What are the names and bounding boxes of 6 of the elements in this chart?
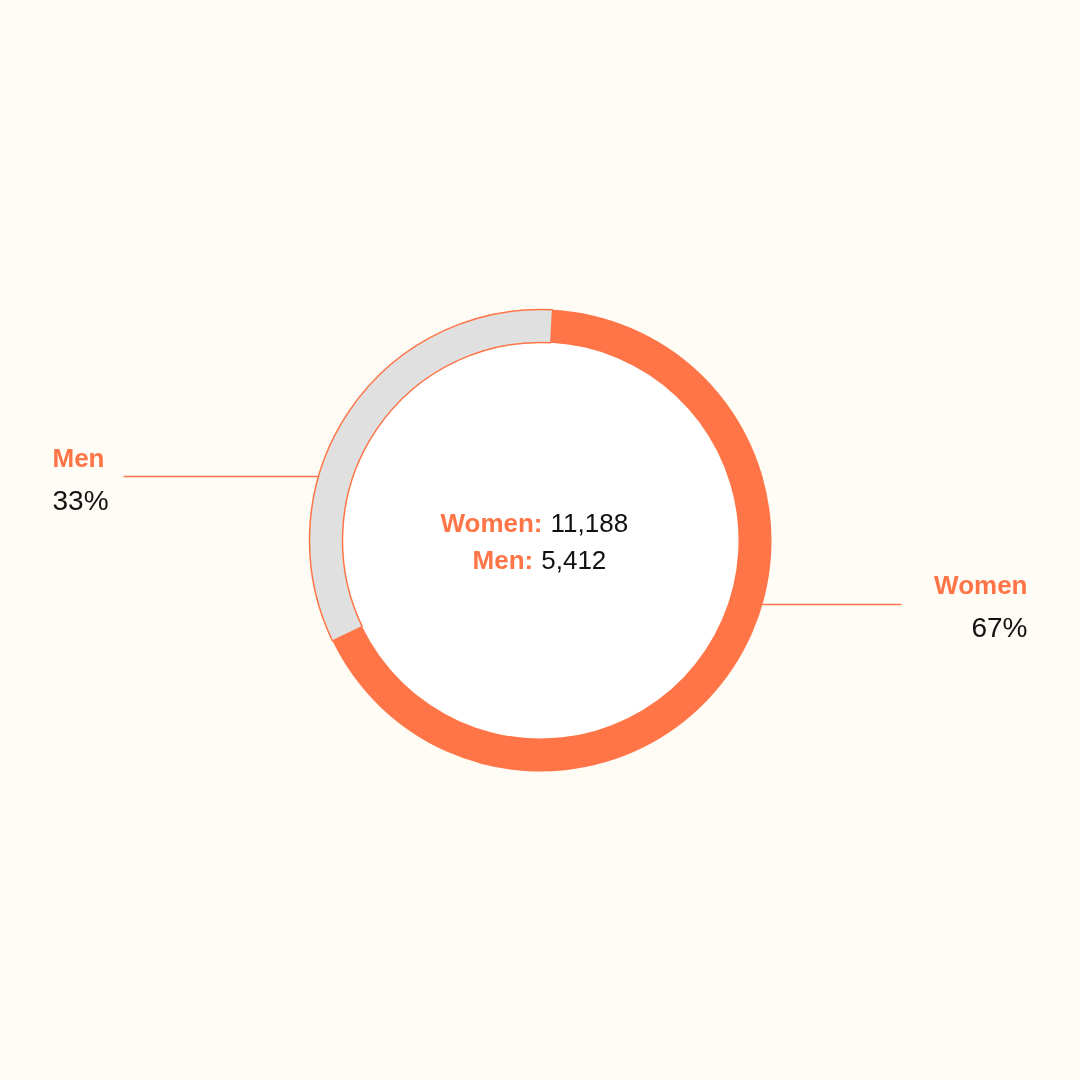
text: Men: 5,412 bbox=[472, 544, 607, 575]
text: Women: 11,188 bbox=[440, 507, 629, 538]
slice-label: Women bbox=[934, 570, 1028, 601]
data-label: 67% bbox=[971, 612, 1028, 644]
data-label: 33% bbox=[52, 484, 109, 516]
slice-label: Men bbox=[52, 442, 105, 473]
